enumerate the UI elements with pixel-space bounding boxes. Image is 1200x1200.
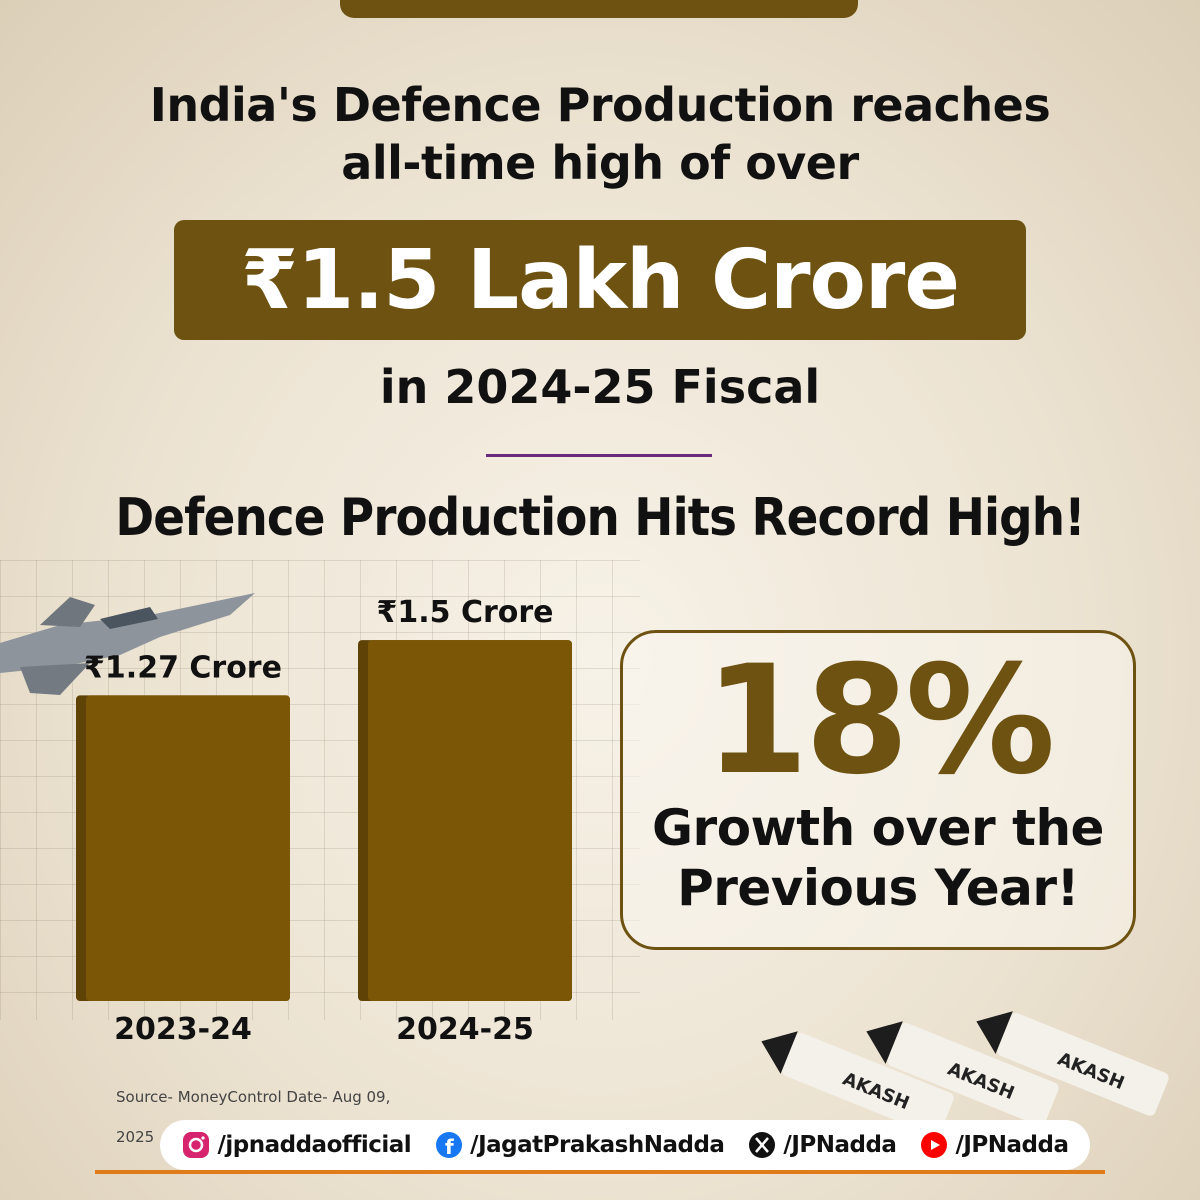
- headline-line-1: India's Defence Production reaches: [149, 78, 1051, 132]
- x-icon: [749, 1132, 776, 1158]
- source-text: Source- MoneyControl Date- Aug 09,: [116, 1088, 391, 1106]
- social-facebook[interactable]: f /JagatPrakashNadda: [434, 1130, 725, 1160]
- bar-2023-24: [76, 695, 290, 1001]
- growth-text-line-2: Previous Year!: [677, 859, 1079, 917]
- bar-chart: ₹1.27 Crore 2023-24 ₹1.5 Crore 2024-25: [76, 595, 572, 1040]
- social-handle: /JagatPrakashNadda: [470, 1132, 725, 1158]
- divider: [486, 454, 712, 457]
- data-label: ₹1.5 Crore: [376, 595, 553, 630]
- instagram-icon: [183, 1132, 210, 1158]
- fiscal-line: in 2024-25 Fiscal: [379, 360, 821, 414]
- growth-text-line-1: Growth over the: [652, 799, 1104, 857]
- growth-percent: 18%: [704, 634, 1055, 808]
- highlight-box: ₹1.5 Lakh Crore: [174, 220, 1026, 340]
- social-instagram[interactable]: /jpnaddaofficial: [181, 1130, 412, 1160]
- source-year: 2025: [116, 1128, 155, 1146]
- social-youtube[interactable]: /JPNadda: [919, 1130, 1069, 1160]
- category-label: 2024-25: [396, 1012, 534, 1040]
- top-banner-tab: [340, 0, 858, 18]
- chart-title: Defence Production Hits Record High!: [115, 488, 1085, 548]
- social-bar: /jpnaddaofficial f /JagatPrakashNadda /J…: [160, 1120, 1090, 1170]
- category-label: 2023-24: [114, 1012, 252, 1040]
- social-handle: /JPNadda: [955, 1132, 1069, 1158]
- growth-callout: 18% Growth over the Previous Year!: [620, 630, 1136, 950]
- svg-text:f: f: [445, 1135, 454, 1159]
- highlight-amount: ₹1.5 Lakh Crore: [241, 232, 960, 328]
- youtube-icon: [921, 1132, 948, 1158]
- facebook-icon: f: [436, 1132, 463, 1159]
- fighter-jet-icon: [0, 593, 255, 695]
- data-label: ₹1.27 Crore: [84, 650, 282, 685]
- headline-line-2: all-time high of over: [341, 136, 859, 190]
- bottom-accent-line: [95, 1170, 1105, 1174]
- akash-missiles-illustration: AKASH AKASH AKASH: [761, 1011, 1169, 1136]
- social-x[interactable]: /JPNadda: [747, 1130, 897, 1160]
- social-handle: /jpnaddaofficial: [217, 1132, 412, 1158]
- social-handle: /JPNadda: [783, 1132, 897, 1158]
- bar-2024-25: [358, 640, 572, 1001]
